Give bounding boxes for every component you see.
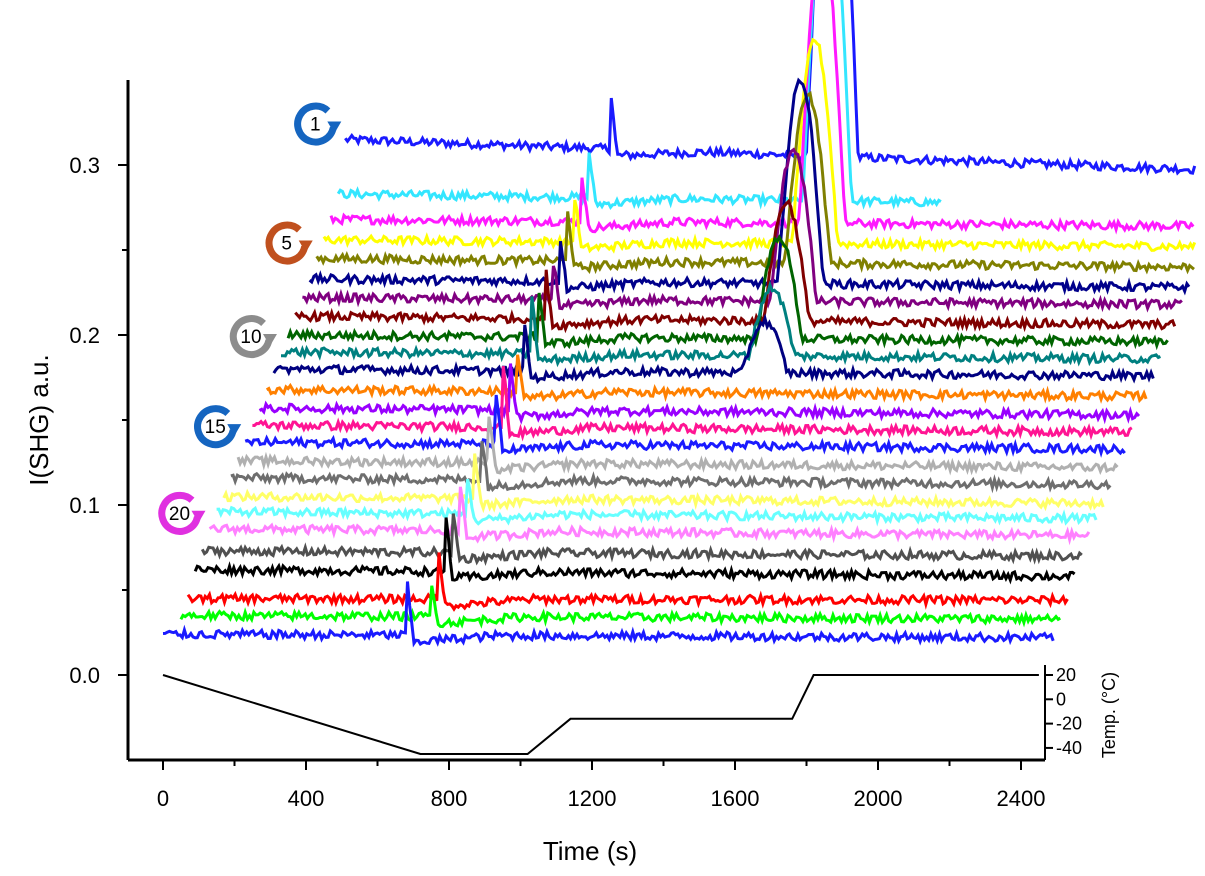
series-line-16 bbox=[236, 416, 1119, 476]
cycle-label-5: 5 bbox=[281, 234, 292, 255]
series-line-17 bbox=[230, 441, 1112, 494]
x-axis-title: Time (s) bbox=[543, 836, 637, 866]
temperature-line bbox=[162, 674, 1039, 755]
cycle-label-20: 20 bbox=[169, 504, 190, 525]
series-line-15 bbox=[244, 394, 1126, 458]
series-line-10 bbox=[281, 280, 1161, 368]
cycle-arrow-icon bbox=[158, 491, 201, 535]
series-line-6 bbox=[308, 77, 1191, 296]
secondary-y-axis-title: Temp. (°C) bbox=[1099, 672, 1119, 758]
x-tick-label: 800 bbox=[431, 786, 468, 811]
cycle-label-1: 1 bbox=[310, 115, 321, 136]
series-line-9 bbox=[286, 234, 1169, 351]
cycle-arrow-icon bbox=[194, 405, 237, 449]
series-line-8 bbox=[294, 198, 1177, 334]
secondary-y-tick-label: -40 bbox=[1056, 738, 1082, 758]
series-line-4 bbox=[322, 37, 1197, 254]
secondary-y-tick-label: -20 bbox=[1056, 714, 1082, 734]
series-line-11 bbox=[272, 313, 1155, 385]
series-line-12 bbox=[265, 354, 1148, 404]
cycle-arrowhead-icon bbox=[227, 424, 242, 437]
cycle-arrow-icon bbox=[265, 221, 309, 265]
series-line-7 bbox=[302, 147, 1183, 313]
secondary-y-tick-label: 20 bbox=[1056, 665, 1076, 685]
x-tick-label: 0 bbox=[157, 786, 169, 811]
secondary-y-tick-label: 0 bbox=[1056, 689, 1066, 709]
y-tick-label: 0.2 bbox=[69, 323, 100, 348]
cycle-label-15: 15 bbox=[205, 417, 226, 438]
series-line-14 bbox=[252, 366, 1133, 442]
cycle-arrow-icon bbox=[294, 102, 337, 146]
series-line-21 bbox=[200, 513, 1083, 566]
cycle-arrowhead-icon bbox=[191, 510, 206, 523]
x-tick-label: 1200 bbox=[568, 786, 617, 811]
series-layer bbox=[162, 0, 1197, 648]
temperature-profile bbox=[162, 674, 1039, 755]
y-tick-label: 0.3 bbox=[69, 153, 100, 178]
series-line-19 bbox=[216, 478, 1098, 527]
series-line-1 bbox=[344, 0, 1197, 177]
cycle-arrowhead-icon bbox=[262, 334, 277, 346]
x-tick-label: 2000 bbox=[854, 786, 903, 811]
series-line-24 bbox=[179, 585, 1061, 629]
series-line-22 bbox=[193, 517, 1076, 585]
cycle-arrow-icon bbox=[229, 315, 273, 359]
y-tick-label: 0.0 bbox=[69, 663, 100, 688]
x-tick-label: 2400 bbox=[997, 786, 1046, 811]
y-tick-label: 0.1 bbox=[69, 493, 100, 518]
series-line-3 bbox=[329, 0, 1195, 235]
cycle-arrowhead-icon bbox=[298, 240, 313, 253]
series-line-13 bbox=[258, 363, 1141, 425]
series-line-25 bbox=[162, 581, 1055, 648]
cycle-label-10: 10 bbox=[240, 327, 261, 348]
series-line-23 bbox=[186, 552, 1069, 612]
x-tick-label: 1600 bbox=[711, 786, 760, 811]
y-axis-title: I(SHG) a.u. bbox=[24, 354, 54, 485]
x-tick-label: 400 bbox=[288, 786, 325, 811]
series-line-20 bbox=[208, 486, 1091, 546]
series-line-2 bbox=[336, 0, 942, 211]
cycle-arrowhead-icon bbox=[327, 121, 342, 134]
series-line-5 bbox=[315, 91, 1195, 275]
axes: 0 400 800 1200 1600 2000 2400 0.0 0.1 0.2 0.3 20 0 -2… bbox=[69, 80, 1082, 811]
series-line-18 bbox=[222, 453, 1105, 514]
